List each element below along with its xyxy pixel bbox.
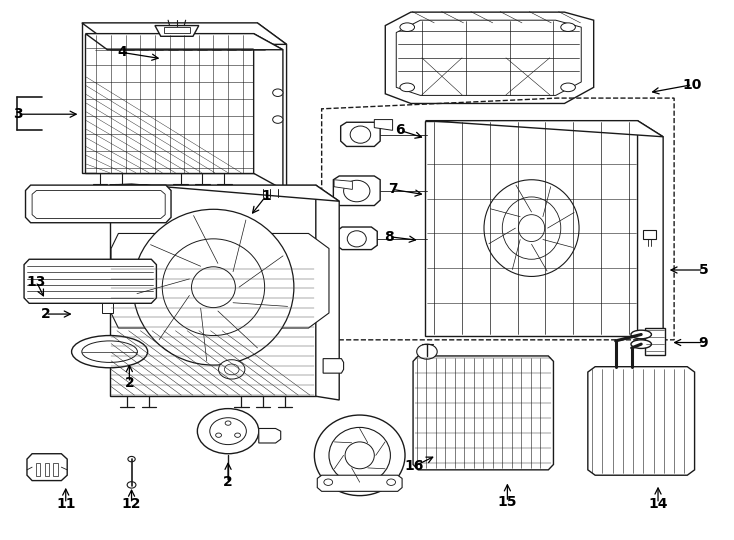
Polygon shape: [333, 176, 380, 206]
Ellipse shape: [192, 267, 236, 308]
Polygon shape: [27, 454, 68, 481]
Text: 12: 12: [122, 497, 142, 511]
Polygon shape: [109, 185, 316, 396]
Text: 10: 10: [683, 78, 702, 92]
Text: 1: 1: [261, 189, 271, 203]
Ellipse shape: [81, 341, 137, 362]
Polygon shape: [638, 120, 663, 337]
Bar: [54, 463, 58, 476]
Polygon shape: [316, 185, 339, 400]
Polygon shape: [32, 191, 165, 218]
Polygon shape: [323, 359, 344, 373]
Text: 4: 4: [117, 45, 127, 59]
Text: 5: 5: [699, 263, 708, 277]
Polygon shape: [258, 23, 286, 190]
Polygon shape: [24, 259, 156, 303]
Ellipse shape: [197, 409, 259, 454]
Text: 2: 2: [40, 307, 50, 321]
Ellipse shape: [133, 210, 294, 365]
Polygon shape: [396, 20, 581, 96]
Ellipse shape: [329, 427, 390, 483]
Ellipse shape: [417, 344, 437, 359]
Polygon shape: [336, 227, 377, 249]
Polygon shape: [81, 23, 258, 173]
Ellipse shape: [162, 239, 265, 335]
Ellipse shape: [561, 83, 575, 92]
Text: 6: 6: [395, 123, 404, 137]
Text: 2: 2: [125, 376, 134, 390]
Ellipse shape: [225, 421, 231, 426]
Ellipse shape: [225, 364, 239, 375]
Polygon shape: [413, 356, 553, 470]
Polygon shape: [81, 23, 286, 44]
Text: 16: 16: [405, 459, 424, 473]
Ellipse shape: [484, 180, 579, 276]
Ellipse shape: [127, 482, 136, 488]
Ellipse shape: [561, 23, 575, 31]
Ellipse shape: [400, 83, 415, 92]
Ellipse shape: [72, 335, 148, 368]
Ellipse shape: [347, 231, 366, 247]
Ellipse shape: [387, 479, 396, 485]
Ellipse shape: [345, 442, 374, 469]
Polygon shape: [164, 27, 190, 32]
Polygon shape: [341, 122, 380, 146]
Polygon shape: [254, 33, 283, 190]
Ellipse shape: [324, 479, 333, 485]
Ellipse shape: [235, 433, 241, 437]
Ellipse shape: [518, 215, 545, 241]
Polygon shape: [385, 12, 594, 104]
Polygon shape: [426, 120, 663, 137]
Text: 15: 15: [498, 495, 517, 509]
Ellipse shape: [350, 126, 371, 143]
Ellipse shape: [216, 433, 222, 437]
Ellipse shape: [272, 116, 283, 123]
Ellipse shape: [314, 415, 405, 496]
Polygon shape: [645, 328, 665, 355]
Polygon shape: [588, 367, 694, 475]
Ellipse shape: [344, 180, 370, 202]
Polygon shape: [102, 259, 112, 275]
Polygon shape: [26, 185, 171, 222]
Text: 9: 9: [699, 335, 708, 349]
Text: 13: 13: [27, 275, 46, 289]
Text: 2: 2: [223, 475, 233, 489]
Polygon shape: [334, 180, 352, 190]
Ellipse shape: [128, 456, 135, 462]
Polygon shape: [85, 33, 283, 50]
Polygon shape: [426, 120, 638, 335]
Polygon shape: [644, 230, 656, 239]
Ellipse shape: [631, 330, 652, 339]
Text: 14: 14: [648, 497, 668, 511]
Polygon shape: [109, 184, 339, 201]
Text: 11: 11: [56, 497, 76, 511]
Polygon shape: [259, 428, 280, 443]
Polygon shape: [155, 25, 199, 36]
Polygon shape: [317, 475, 402, 491]
Ellipse shape: [219, 360, 245, 379]
Ellipse shape: [272, 89, 283, 97]
Polygon shape: [374, 119, 393, 130]
Polygon shape: [111, 233, 329, 328]
Text: 8: 8: [384, 230, 394, 244]
Ellipse shape: [631, 340, 652, 348]
Ellipse shape: [210, 418, 247, 444]
Ellipse shape: [502, 197, 561, 259]
Polygon shape: [102, 297, 112, 313]
Bar: [45, 463, 49, 476]
Polygon shape: [85, 33, 254, 173]
Ellipse shape: [400, 23, 415, 31]
Bar: [36, 463, 40, 476]
Text: 3: 3: [12, 107, 22, 121]
Text: 7: 7: [388, 183, 397, 197]
